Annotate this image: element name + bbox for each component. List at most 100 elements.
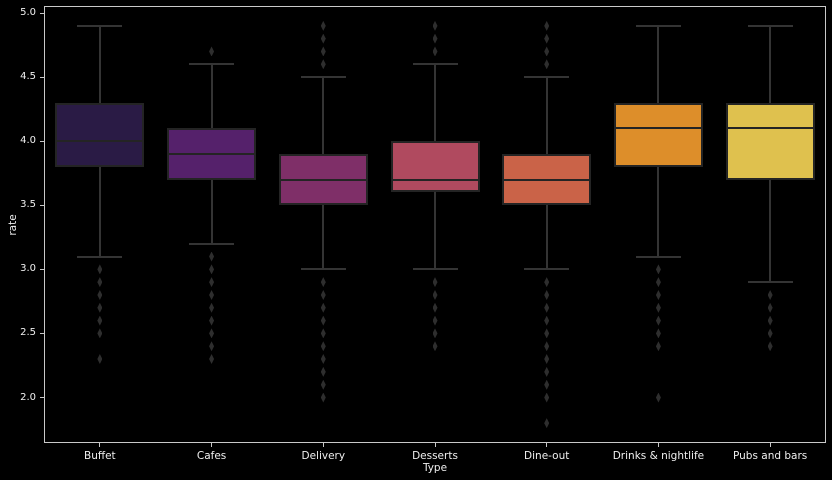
whisker-cap-low	[412, 268, 458, 271]
outlier-marker	[544, 315, 550, 326]
outlier-marker	[209, 277, 215, 288]
box-rect	[390, 141, 480, 193]
y-tick-label: 5.0	[20, 7, 36, 19]
outlier-marker	[767, 341, 773, 352]
outlier-marker	[655, 302, 661, 313]
outlier-marker	[432, 315, 438, 326]
whisker-cap-high	[635, 24, 681, 27]
outlier-marker	[320, 341, 326, 352]
outlier-marker	[544, 354, 550, 365]
whisker-cap-low	[524, 268, 570, 271]
whisker-cap-high	[524, 76, 570, 79]
outlier-marker	[655, 392, 661, 403]
outlier-marker	[655, 264, 661, 275]
outlier-marker	[209, 354, 215, 365]
outlier-marker	[320, 328, 326, 339]
x-tickmark	[769, 443, 771, 447]
outlier-marker	[97, 302, 103, 313]
outlier-marker	[767, 302, 773, 313]
outlier-marker	[320, 379, 326, 390]
outlier-marker	[544, 59, 550, 70]
outlier-marker	[320, 277, 326, 288]
outlier-marker	[97, 264, 103, 275]
median-line	[727, 127, 813, 130]
outlier-marker	[544, 366, 550, 377]
whisker-cap-low	[189, 242, 235, 245]
outlier-marker	[544, 33, 550, 44]
x-tick-label: Drinks & nightlife	[612, 450, 705, 462]
x-axis-label: Type	[422, 462, 448, 474]
whisker-cap-low	[300, 268, 346, 271]
outlier-marker	[209, 289, 215, 300]
y-tick-label: 4.0	[20, 135, 36, 147]
whisker-cap-high	[300, 76, 346, 79]
outlier-marker	[544, 379, 550, 390]
outlier-marker	[320, 366, 326, 377]
box-rect	[55, 102, 145, 167]
outlier-marker	[209, 264, 215, 275]
outlier-marker	[767, 328, 773, 339]
x-tick-label: Cafes	[196, 450, 227, 462]
outlier-marker	[320, 59, 326, 70]
whisker-cap-low	[747, 281, 793, 284]
outlier-marker	[209, 302, 215, 313]
whisker-cap-low	[635, 255, 681, 258]
outlier-marker	[432, 341, 438, 352]
y-tickmark	[40, 12, 44, 14]
y-tickmark	[40, 332, 44, 334]
plot-area	[44, 6, 826, 443]
y-tickmark	[40, 140, 44, 142]
y-tick-label: 3.5	[20, 199, 36, 211]
x-tick-label: Pubs and bars	[733, 450, 808, 462]
whisker-cap-high	[77, 24, 123, 27]
whisker-cap-low	[77, 255, 123, 258]
outlier-marker	[320, 33, 326, 44]
outlier-marker	[320, 354, 326, 365]
x-tick-label: Delivery	[301, 450, 346, 462]
outlier-marker	[320, 289, 326, 300]
box-rect	[613, 102, 703, 167]
outlier-marker	[97, 315, 103, 326]
outlier-marker	[544, 289, 550, 300]
outlier-marker	[320, 392, 326, 403]
y-tick-label: 4.5	[20, 71, 36, 83]
median-line	[57, 140, 143, 143]
outlier-marker	[655, 341, 661, 352]
outlier-marker	[432, 20, 438, 31]
median-line	[504, 178, 590, 181]
outlier-marker	[97, 289, 103, 300]
outlier-marker	[432, 46, 438, 57]
outlier-marker	[544, 418, 550, 429]
outlier-marker	[320, 20, 326, 31]
y-tickmark	[40, 397, 44, 398]
outlier-marker	[320, 315, 326, 326]
y-tick-label: 3.0	[20, 263, 36, 275]
y-tick-label: 2.0	[20, 391, 36, 403]
outlier-marker	[432, 289, 438, 300]
outlier-marker	[209, 328, 215, 339]
x-tick-label: Dine-out	[524, 450, 570, 462]
y-tickmark	[40, 204, 44, 206]
outlier-marker	[544, 392, 550, 403]
outlier-marker	[544, 20, 550, 31]
outlier-marker	[209, 46, 215, 57]
outlier-marker	[544, 302, 550, 313]
outlier-marker	[97, 328, 103, 339]
y-tick-label: 2.5	[20, 327, 36, 339]
outlier-marker	[97, 354, 103, 365]
median-line	[280, 178, 366, 181]
x-tickmark	[99, 443, 101, 447]
outlier-marker	[209, 315, 215, 326]
x-tickmark	[546, 443, 548, 447]
outlier-marker	[209, 341, 215, 352]
outlier-marker	[209, 251, 215, 262]
y-axis-label: rate	[7, 213, 19, 236]
outlier-marker	[544, 46, 550, 57]
x-tickmark	[434, 443, 436, 447]
y-tickmark	[40, 268, 44, 270]
whisker-cap-high	[747, 24, 793, 27]
outlier-marker	[655, 328, 661, 339]
median-line	[615, 127, 701, 130]
outlier-marker	[655, 289, 661, 300]
